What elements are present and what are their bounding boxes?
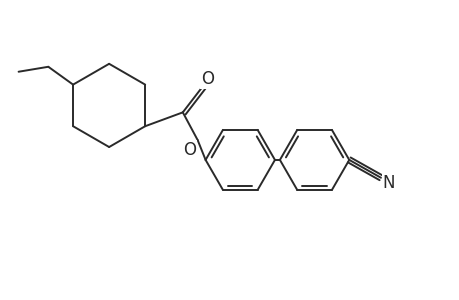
Text: N: N [382,174,394,192]
Text: O: O [183,141,196,159]
Text: O: O [201,70,213,88]
